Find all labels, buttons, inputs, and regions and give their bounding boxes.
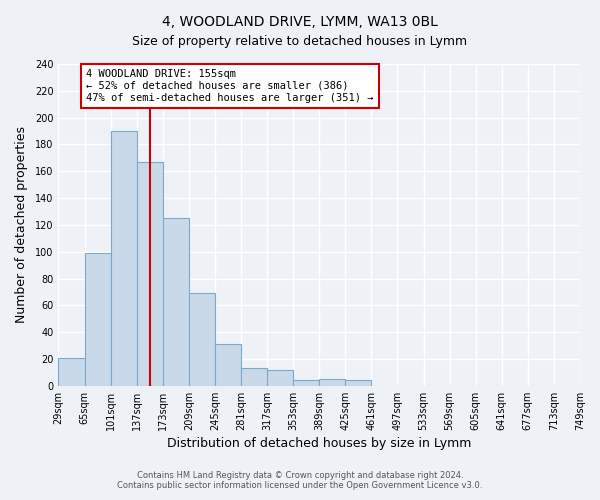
Text: Contains HM Land Registry data © Crown copyright and database right 2024.
Contai: Contains HM Land Registry data © Crown c… [118,470,482,490]
Bar [267,370,293,386]
Y-axis label: Number of detached properties: Number of detached properties [15,126,28,324]
Bar [85,253,110,386]
Bar [215,344,241,386]
Bar [319,379,345,386]
Text: Size of property relative to detached houses in Lymm: Size of property relative to detached ho… [133,35,467,48]
Bar [110,131,137,386]
X-axis label: Distribution of detached houses by size in Lymm: Distribution of detached houses by size … [167,437,472,450]
Text: 4, WOODLAND DRIVE, LYMM, WA13 0BL: 4, WOODLAND DRIVE, LYMM, WA13 0BL [162,15,438,29]
Bar [163,218,189,386]
Bar [137,162,163,386]
Bar [58,358,85,386]
Bar [241,368,267,386]
Bar [345,380,371,386]
Bar [189,294,215,386]
Bar [293,380,319,386]
Text: 4 WOODLAND DRIVE: 155sqm
← 52% of detached houses are smaller (386)
47% of semi-: 4 WOODLAND DRIVE: 155sqm ← 52% of detach… [86,70,373,102]
